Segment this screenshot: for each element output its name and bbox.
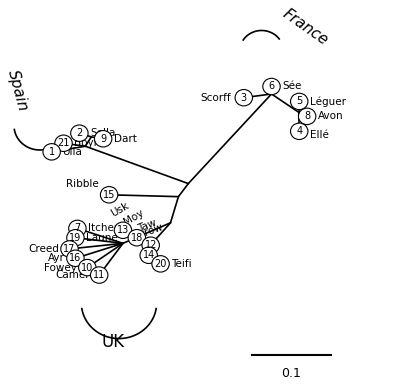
Text: 5: 5: [296, 97, 303, 106]
Circle shape: [235, 90, 252, 106]
Text: Laune: Laune: [86, 233, 118, 243]
Circle shape: [298, 108, 316, 125]
Circle shape: [140, 247, 158, 263]
Text: France: France: [280, 6, 330, 48]
Circle shape: [128, 230, 145, 246]
Text: 16: 16: [69, 253, 81, 263]
Text: Ellé: Ellé: [310, 130, 329, 140]
Circle shape: [67, 250, 84, 267]
Text: 12: 12: [145, 240, 157, 250]
Circle shape: [100, 187, 118, 203]
Text: Sée: Sée: [282, 81, 302, 92]
Text: Itchen: Itchen: [88, 223, 121, 234]
Text: Dart: Dart: [114, 134, 137, 144]
Text: 3: 3: [241, 93, 247, 103]
Circle shape: [79, 260, 96, 276]
Text: Fowey: Fowey: [44, 263, 77, 273]
Text: 15: 15: [103, 190, 115, 200]
Text: 0.1: 0.1: [281, 367, 301, 379]
Text: 9: 9: [100, 134, 106, 144]
Text: 4: 4: [296, 126, 302, 136]
Text: Camel: Camel: [55, 270, 89, 280]
Text: 20: 20: [154, 259, 167, 269]
Text: Scorff: Scorff: [200, 93, 231, 103]
Text: Usk: Usk: [109, 201, 130, 219]
Text: Léguer: Léguer: [310, 96, 346, 107]
Text: Sella: Sella: [90, 128, 115, 138]
Text: Teifi: Teifi: [171, 259, 192, 269]
Circle shape: [114, 222, 132, 239]
Text: Moy: Moy: [122, 207, 145, 227]
Circle shape: [263, 78, 280, 95]
Text: 18: 18: [131, 233, 143, 243]
Text: Spain: Spain: [5, 68, 31, 113]
Circle shape: [71, 125, 88, 141]
Text: 7: 7: [74, 223, 81, 234]
Text: 2: 2: [76, 128, 83, 138]
Circle shape: [43, 144, 60, 160]
Text: Boyne: Boyne: [74, 138, 107, 148]
Text: Creed: Creed: [28, 244, 59, 254]
Text: Taw: Taw: [137, 218, 158, 234]
Text: Ulla: Ulla: [62, 147, 82, 157]
Text: 14: 14: [143, 250, 155, 260]
Circle shape: [290, 93, 308, 110]
Circle shape: [90, 267, 108, 283]
Text: 8: 8: [304, 111, 310, 121]
Text: 11: 11: [93, 270, 105, 280]
Text: 1: 1: [49, 147, 55, 157]
Text: Ayr: Ayr: [48, 253, 65, 263]
Circle shape: [69, 220, 86, 237]
Circle shape: [152, 256, 169, 272]
Text: 21: 21: [58, 138, 70, 148]
Circle shape: [94, 130, 112, 147]
Text: 17: 17: [63, 244, 76, 254]
Text: 10: 10: [81, 263, 94, 273]
Text: UK: UK: [102, 333, 125, 351]
Text: 6: 6: [269, 81, 275, 92]
Text: Ribble: Ribble: [66, 179, 98, 189]
Circle shape: [61, 241, 78, 257]
Circle shape: [67, 230, 84, 246]
Circle shape: [290, 123, 308, 140]
Text: 19: 19: [69, 233, 81, 243]
Circle shape: [142, 237, 160, 253]
Text: 13: 13: [117, 225, 129, 235]
Text: Barrow: Barrow: [126, 222, 164, 244]
Text: Avon: Avon: [318, 111, 343, 121]
Circle shape: [55, 135, 72, 151]
